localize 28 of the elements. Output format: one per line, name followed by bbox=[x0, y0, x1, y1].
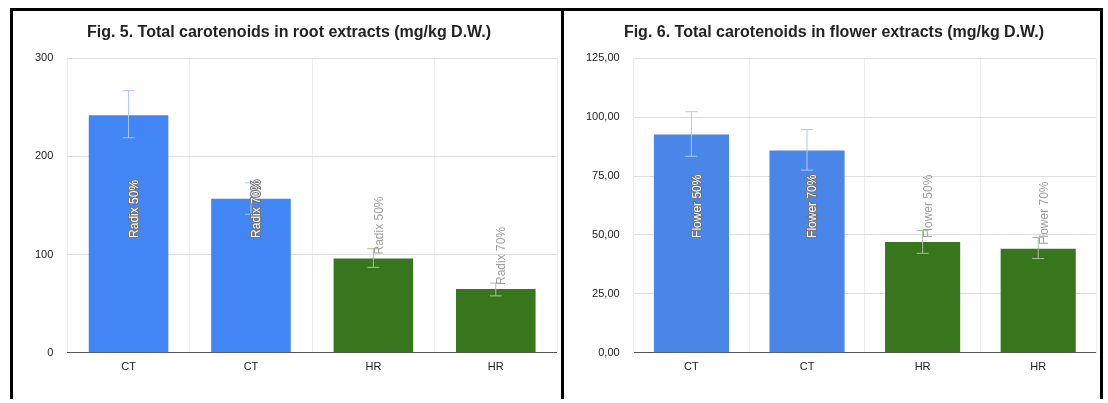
y-tick-label: 0 bbox=[47, 345, 54, 358]
x-tick-label: CT bbox=[121, 360, 137, 373]
data-label: Radix 50% bbox=[126, 179, 141, 238]
y-tick-label: 100,00 bbox=[585, 110, 620, 123]
data-label: Radix 50% bbox=[371, 196, 386, 255]
chart-title: Fig. 6. Total carotenoids in flower extracts (mg/kg D.W.) bbox=[623, 23, 1045, 41]
y-tick-label: 0,00 bbox=[598, 345, 620, 358]
y-tick-label: 25,00 bbox=[592, 286, 620, 299]
x-tick-label: HR bbox=[1030, 360, 1047, 373]
data-label: Radix 70% bbox=[494, 226, 509, 285]
x-tick-label: CT bbox=[684, 360, 700, 373]
data-label: Flower 50% bbox=[920, 174, 935, 239]
x-tick-label: CT bbox=[243, 360, 259, 373]
x-tick-label: HR bbox=[914, 360, 931, 373]
x-tick-label: CT bbox=[799, 360, 815, 373]
y-tick-label: 300 bbox=[34, 51, 54, 64]
y-tick-label: 100 bbox=[34, 247, 54, 260]
x-tick-label: HR bbox=[365, 360, 382, 373]
data-label: Flower 70% bbox=[805, 174, 820, 238]
y-tick-label: 200 bbox=[34, 149, 54, 162]
y-tick-label: 50,00 bbox=[592, 227, 620, 240]
data-label: Radix 70% bbox=[249, 179, 264, 238]
data-label: Flower 50% bbox=[689, 174, 704, 238]
data-label: Flower 70% bbox=[1036, 181, 1051, 245]
y-tick-label: 75,00 bbox=[592, 169, 620, 182]
chart-title: Fig. 5. Total carotenoids in root extracts (mg/kg D.W.) bbox=[86, 23, 492, 41]
x-tick-label: HR bbox=[487, 360, 504, 373]
y-tick-label: 125,00 bbox=[585, 51, 620, 64]
